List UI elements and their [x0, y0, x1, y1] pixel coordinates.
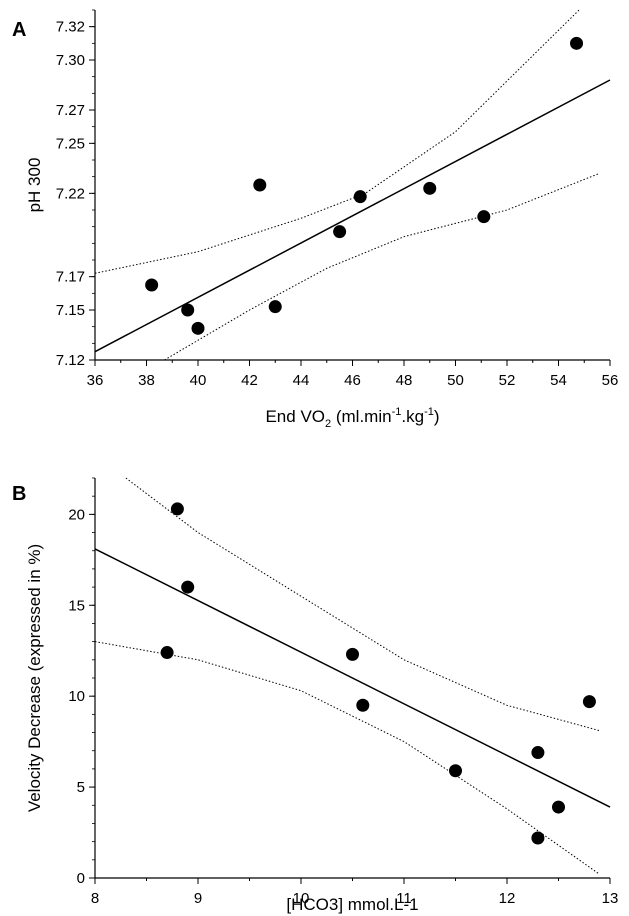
x-axis-title-part: .kg — [401, 407, 424, 426]
ci-lower-curve — [164, 172, 600, 360]
data-point — [333, 225, 347, 239]
x-axis-title-part: -1 — [392, 406, 402, 418]
data-point — [181, 303, 195, 317]
x-axis-title: End VO2 (ml.min-1.kg-1) — [265, 406, 439, 430]
y-tick-label: 20 — [68, 506, 85, 523]
data-point — [346, 647, 359, 661]
panel-label: A — [12, 19, 26, 41]
data-point — [582, 695, 596, 709]
data-point — [353, 190, 367, 204]
data-point — [356, 698, 370, 712]
x-axis-title-part: ) — [434, 407, 440, 426]
x-tick-label: 42 — [241, 372, 258, 389]
x-tick-label: 12 — [499, 890, 516, 907]
y-tick-label: 7.12 — [56, 352, 85, 369]
regression-line — [94, 548, 611, 808]
data-point — [531, 831, 545, 845]
y-axis-title: Velocity Decrease (expressed in %) — [25, 544, 44, 812]
x-axis-title-part: (ml.min — [331, 407, 391, 426]
x-tick-label: 11 — [396, 890, 412, 907]
data-point — [170, 502, 184, 516]
y-tick-label: 5 — [77, 779, 85, 796]
panel-a-chart: 36 38 40 42 44 46 48 50 52 54 56 7.12 7.15 7.17 7.22 7.… — [12, 9, 619, 430]
y-axis-title: pH 300 — [25, 158, 44, 213]
x-tick-label: 50 — [447, 372, 464, 389]
y-tick-label: 7.25 — [56, 135, 85, 152]
ci-upper-curve — [95, 9, 580, 274]
panel-b-chart: 8 9 10 11 12 13 0 5 10 15 20 B Velocity Decrease (ex… — [12, 477, 619, 914]
x-tick-label: 54 — [550, 372, 567, 389]
x-tick-label: 44 — [293, 372, 310, 389]
panel-label: B — [12, 483, 26, 505]
y-tick-label: 7.17 — [56, 269, 85, 286]
y-tick-label: 15 — [68, 597, 85, 614]
data-point — [160, 646, 174, 660]
x-axis-title-part: 2 — [325, 418, 331, 430]
x-tick-label: 56 — [602, 372, 619, 389]
x-tick-label: 46 — [344, 372, 361, 389]
y-tick-label: 7.15 — [56, 302, 85, 319]
x-tick-label: 13 — [602, 890, 619, 907]
data-point — [253, 178, 267, 192]
x-axis-title: [HCO3] mmol.L-1 — [286, 895, 418, 914]
data-point — [570, 36, 584, 50]
y-tick-label: 7.30 — [56, 52, 85, 69]
x-axis-title-part: -1 — [424, 406, 434, 418]
regression-line — [94, 79, 611, 353]
data-point — [191, 321, 205, 335]
data-point — [268, 300, 282, 314]
data-point — [477, 210, 491, 224]
data-point — [181, 580, 195, 594]
data-point — [423, 181, 437, 195]
data-point — [531, 746, 545, 760]
x-tick-label: 36 — [87, 372, 104, 389]
ci-lower-curve — [95, 641, 600, 875]
y-tick-label: 7.27 — [56, 102, 85, 119]
y-tick-label: 10 — [68, 688, 85, 705]
x-tick-label: 10 — [293, 890, 310, 907]
data-point — [552, 800, 565, 814]
ci-upper-curve — [125, 477, 600, 732]
y-tick-label: 7.32 — [56, 19, 85, 36]
x-tick-label: 8 — [91, 890, 99, 907]
y-tick-label: 0 — [77, 870, 85, 887]
x-tick-label: 48 — [396, 372, 413, 389]
y-tick-label: 7.22 — [56, 185, 85, 202]
x-tick-label: 52 — [499, 372, 516, 389]
x-tick-label: 40 — [190, 372, 207, 389]
x-axis-title-part: End VO — [265, 407, 325, 426]
x-tick-label: 9 — [194, 890, 202, 907]
data-point — [449, 764, 462, 778]
x-tick-label: 38 — [138, 372, 155, 389]
data-point — [145, 278, 159, 292]
